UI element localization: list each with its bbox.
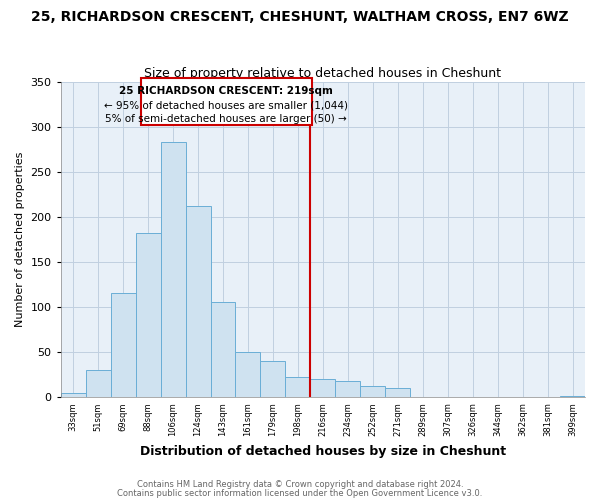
Bar [211, 302, 235, 398]
Bar [361, 386, 385, 398]
Bar [385, 388, 410, 398]
Text: 25 RICHARDSON CRESCENT: 219sqm: 25 RICHARDSON CRESCENT: 219sqm [119, 86, 333, 96]
Y-axis label: Number of detached properties: Number of detached properties [15, 152, 25, 328]
Text: Contains HM Land Registry data © Crown copyright and database right 2024.: Contains HM Land Registry data © Crown c… [137, 480, 463, 489]
Bar [560, 396, 585, 398]
Bar [235, 352, 260, 398]
Text: 25, RICHARDSON CRESCENT, CHESHUNT, WALTHAM CROSS, EN7 6WZ: 25, RICHARDSON CRESCENT, CHESHUNT, WALTH… [31, 10, 569, 24]
Text: 5% of semi-detached houses are larger (50) →: 5% of semi-detached houses are larger (5… [105, 114, 347, 124]
Bar [185, 206, 211, 398]
X-axis label: Distribution of detached houses by size in Cheshunt: Distribution of detached houses by size … [140, 444, 506, 458]
Text: Contains public sector information licensed under the Open Government Licence v3: Contains public sector information licen… [118, 488, 482, 498]
Bar [310, 380, 335, 398]
Bar [61, 393, 86, 398]
FancyBboxPatch shape [140, 78, 311, 126]
Text: ← 95% of detached houses are smaller (1,044): ← 95% of detached houses are smaller (1,… [104, 100, 348, 110]
Bar [136, 232, 161, 398]
Title: Size of property relative to detached houses in Cheshunt: Size of property relative to detached ho… [145, 66, 502, 80]
Bar [110, 293, 136, 398]
Bar [161, 142, 185, 398]
Bar [335, 381, 361, 398]
Bar [86, 370, 110, 398]
Bar [286, 376, 310, 398]
Bar [260, 362, 286, 398]
